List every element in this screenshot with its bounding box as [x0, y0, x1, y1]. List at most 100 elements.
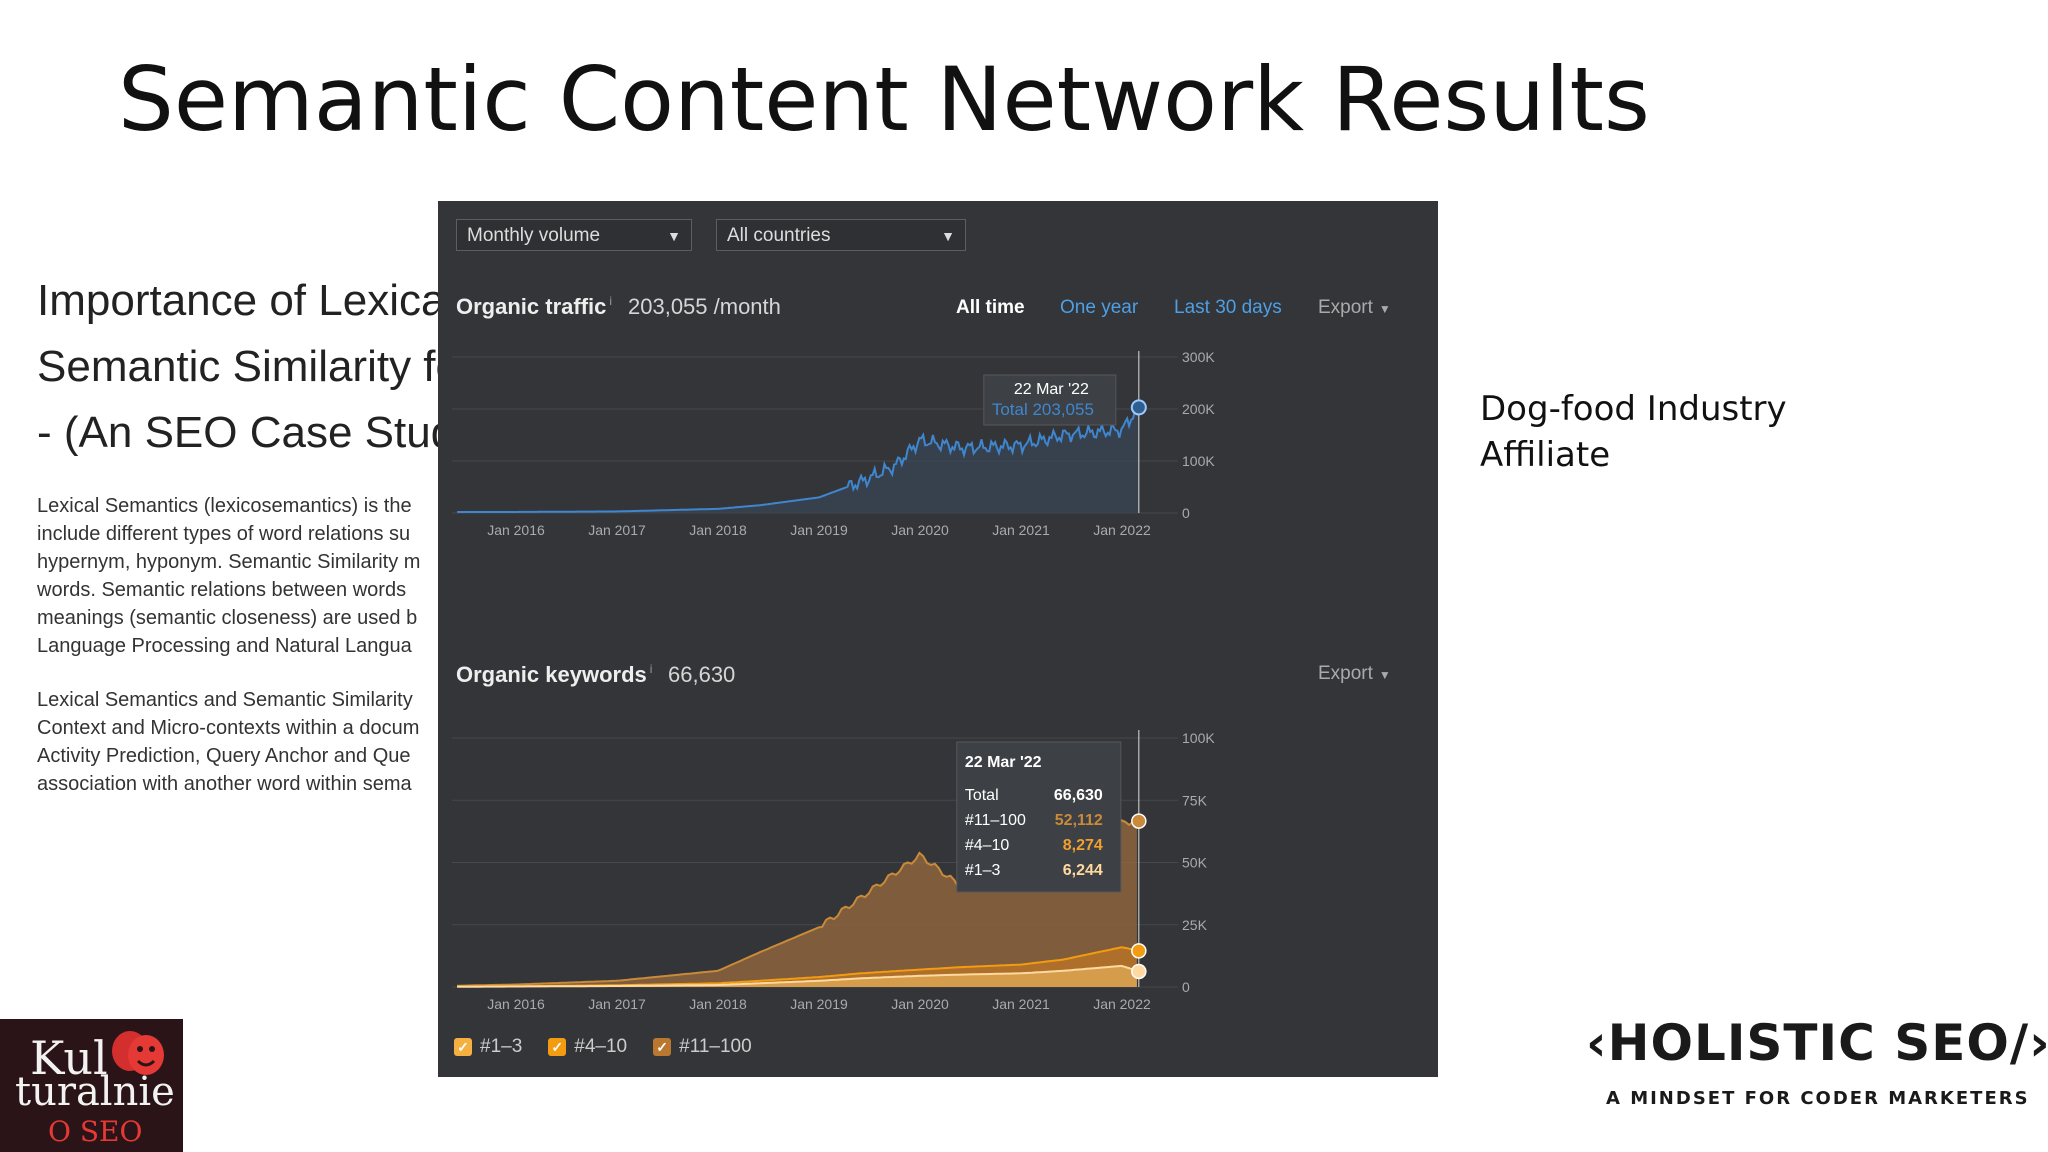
keywords-legend: ✓ #1–3 ✓ #4–10 ✓ #11–100 [454, 1036, 752, 1058]
x-tick-label: Jan 2021 [992, 996, 1050, 1012]
y-tick-label: 50K [1182, 855, 1208, 871]
hover-point [1130, 399, 1147, 416]
chevron-down-icon: ▼ [1378, 302, 1391, 316]
x-tick-label: Jan 2019 [790, 996, 848, 1012]
chevron-down-icon: ▼ [941, 228, 955, 244]
analytics-screenshot-panel: Monthly volume ▼ All countries ▼ Organic… [438, 201, 1438, 1077]
export-label: Export [1318, 663, 1373, 684]
legend-label: #4–10 [574, 1036, 628, 1057]
paragraph-line: Activity Prediction, Query Anchor and Qu… [37, 745, 411, 767]
tooltip-date: 22 Mar '22 [1014, 381, 1089, 398]
x-tick-label: Jan 2020 [891, 996, 949, 1012]
organic-keywords-title: Organic keywords i [456, 662, 652, 688]
legend-item-top3[interactable]: ✓ #1–3 [454, 1036, 522, 1058]
holistic-seo-logo: ‹HOLISTIC SEO/› [1586, 1014, 2048, 1072]
country-dropdown[interactable]: All countries ▼ [716, 219, 966, 251]
y-tick-label: 300K [1182, 349, 1215, 365]
keywords-export-button[interactable]: Export ▼ [1318, 663, 1391, 685]
info-icon[interactable]: i [649, 662, 653, 676]
caption-text: Dog-food Industry Affiliate [1480, 389, 1787, 475]
paragraph-line: words. Semantic relations between words [37, 579, 407, 601]
paragraph-line: hypernym, hyponym. Semantic Similarity m [37, 551, 421, 573]
hover-point [1131, 943, 1147, 959]
tooltip-date: 22 Mar '22 [965, 754, 1042, 771]
y-tick-label: 200K [1182, 401, 1215, 417]
x-tick-label: Jan 2021 [992, 522, 1050, 538]
paragraph-line: association with another word within sem… [37, 773, 412, 795]
tooltip-row-label: Total [965, 787, 999, 804]
y-tick-label: 0 [1182, 979, 1190, 995]
series-area [457, 965, 1137, 987]
y-tick-label: 25K [1182, 917, 1208, 933]
tooltip-row-label: #1–3 [965, 862, 1001, 879]
theatre-masks-icon [112, 1031, 164, 1075]
y-tick-label: 75K [1182, 792, 1208, 808]
x-tick-label: Jan 2022 [1093, 522, 1151, 538]
tooltip-row-label: #11–100 [965, 812, 1026, 829]
slide-caption: Dog-food Industry Affiliate [1480, 386, 1810, 478]
hover-point [1131, 963, 1147, 980]
x-tick-label: Jan 2022 [1093, 996, 1151, 1012]
export-label: Export [1318, 297, 1373, 318]
x-tick-label: Jan 2017 [588, 996, 646, 1012]
article-title-line: Importance of Lexical Semantics and [37, 276, 441, 325]
holistic-seo-tagline: A MINDSET FOR CODER MARKETERS [1606, 1088, 2030, 1109]
chevron-down-icon: ▼ [1378, 668, 1391, 682]
kulturalnie-o-seo-logo: Kul turalnie O SEO [0, 1019, 183, 1152]
chevron-down-icon: ▼ [667, 228, 681, 244]
logo-line: Kul [30, 1031, 108, 1085]
checkbox-icon[interactable]: ✓ [653, 1038, 672, 1056]
paragraph-line: include different types of word relation… [37, 523, 411, 545]
x-tick-label: Jan 2016 [487, 996, 545, 1012]
x-tick-label: Jan 2018 [689, 522, 747, 538]
logo-line: turalnie [15, 1069, 175, 1115]
article-title: Importance of Lexical Semantics and Sema… [37, 268, 441, 466]
legend-item-4-10[interactable]: ✓ #4–10 [548, 1036, 627, 1058]
y-tick-label: 100K [1182, 453, 1215, 469]
organic-traffic-label: Organic traffic [456, 294, 607, 319]
logo-line: O SEO [48, 1115, 143, 1148]
paragraph-line: Context and Micro-contexts within a docu… [37, 717, 420, 739]
y-tick-label: 100K [1182, 730, 1215, 746]
range-last-30-days[interactable]: Last 30 days [1174, 297, 1282, 318]
article-title-line: Semantic Similarity for SEO [37, 342, 441, 391]
organic-traffic-title: Organic traffic i [456, 294, 612, 320]
organic-keywords-value: 66,630 [668, 662, 736, 687]
organic-traffic-value: 203,055 /month [628, 294, 781, 319]
tooltip-row-value: 52,112 [1055, 812, 1103, 829]
tooltip-box [956, 741, 1122, 893]
range-one-year[interactable]: One year [1060, 297, 1139, 318]
x-tick-label: Jan 2019 [790, 522, 848, 538]
slide-title: Semantic Content Network Results [118, 48, 1650, 151]
traffic-line [457, 399, 1140, 513]
y-tick-label: 0 [1182, 505, 1190, 521]
article-excerpt: Importance of Lexical Semantics and Sema… [37, 268, 441, 828]
dropdown-label: All countries [727, 225, 831, 246]
paragraph-line: Lexical Semantics (lexicosemantics) is t… [37, 495, 412, 517]
article-paragraph-2: Lexical Semantics and Semantic Similarit… [37, 686, 441, 798]
paragraph-line: Language Processing and Natural Langua [37, 635, 412, 657]
checkbox-icon[interactable]: ✓ [454, 1038, 472, 1056]
paragraph-line: Lexical Semantics and Semantic Similarit… [37, 689, 413, 711]
range-all-time[interactable]: All time [956, 297, 1025, 318]
x-tick-label: Jan 2016 [487, 522, 545, 538]
organic-traffic-chart: 300K 200K 100K 0 22 Mar '22 Total 203,055 Jan … [452, 349, 1215, 538]
traffic-export-button[interactable]: Export ▼ [1318, 297, 1391, 319]
info-icon[interactable]: i [609, 294, 613, 308]
hover-point [1131, 813, 1147, 829]
checkbox-icon[interactable]: ✓ [548, 1038, 567, 1056]
dropdown-label: Monthly volume [467, 225, 601, 246]
x-tick-label: Jan 2017 [588, 522, 646, 538]
monthly-volume-dropdown[interactable]: Monthly volume ▼ [456, 219, 692, 251]
tooltip-total: Total 203,055 [992, 400, 1094, 419]
tooltip-box [983, 374, 1117, 426]
series-line [457, 964, 1138, 988]
tooltip-row-value: 6,244 [1063, 862, 1103, 879]
tooltip-row-value: 66,630 [1054, 787, 1103, 804]
paragraph-line: meanings (semantic closeness) are used b [37, 607, 418, 629]
tooltip-row-value: 8,274 [1063, 837, 1103, 854]
legend-label: #11–100 [679, 1036, 752, 1057]
article-title-line: - (An SEO Case Study) [37, 408, 441, 457]
legend-label: #1–3 [480, 1036, 523, 1057]
legend-item-11-100[interactable]: ✓ #11–100 [653, 1036, 752, 1058]
